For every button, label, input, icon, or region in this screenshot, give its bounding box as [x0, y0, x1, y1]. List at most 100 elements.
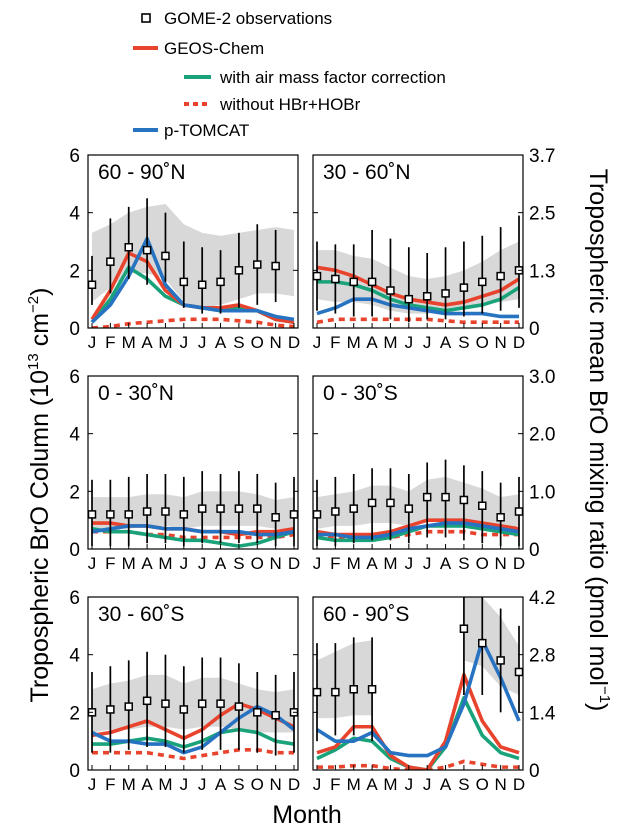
x-tick-label: A — [141, 333, 153, 352]
x-tick-label: O — [476, 775, 489, 794]
panel-plot-area — [313, 597, 523, 770]
x-tick-label: F — [105, 554, 115, 573]
x-tick-label: J — [405, 775, 414, 794]
x-tick-label: M — [158, 333, 172, 352]
panel-frame — [312, 375, 524, 550]
panel-title: 0 - 30˚N — [98, 382, 174, 405]
x-tick-label: M — [122, 333, 136, 352]
obs-point — [289, 510, 298, 519]
x-tick-label: S — [233, 333, 244, 352]
x-tick-label: J — [180, 333, 189, 352]
x-tick-label: A — [215, 333, 227, 352]
x-tick-label: J — [180, 775, 189, 794]
x-tick-label: S — [233, 554, 244, 573]
x-tick-label: D — [288, 775, 300, 794]
panel-title: 0 - 30˚S — [323, 382, 398, 405]
obs-point — [161, 251, 170, 261]
y-tick-label-left: 4 — [69, 204, 80, 225]
obs-point — [124, 702, 133, 711]
panel-2: 30 - 60˚N01.32.53.7J F M A M J J A S O N D — [312, 146, 555, 352]
x-tick-label: A — [366, 333, 378, 352]
obs-point — [514, 667, 523, 677]
y-tick-label-right: 1.4 — [529, 703, 556, 724]
obs-point — [271, 513, 280, 522]
obs-point — [216, 504, 225, 513]
range-band — [317, 476, 519, 529]
x-tick-label: O — [251, 333, 264, 352]
series-ptomcat-line — [90, 236, 295, 324]
obs-point — [234, 702, 244, 711]
x-tick-label: J — [423, 554, 432, 573]
y-tick-label-right: 0 — [529, 761, 540, 782]
obs-point — [422, 292, 432, 301]
obs-point — [496, 271, 505, 281]
x-tick-label: J — [88, 775, 97, 794]
y-tick-label-left: 2 — [69, 482, 80, 503]
obs-point — [422, 492, 432, 502]
y-tick-label-left: 6 — [69, 588, 80, 609]
series-no-hbr-line — [316, 317, 519, 325]
obs-point — [142, 696, 152, 706]
legend-geos-label: GEOS-Chem — [164, 39, 264, 58]
obs-point — [253, 708, 262, 717]
x-tick-label: S — [458, 554, 469, 573]
obs-point — [142, 507, 152, 516]
panel-frame — [87, 154, 299, 329]
series-no-hbr-line — [91, 317, 295, 328]
x-tick-label: M — [347, 333, 361, 352]
y-tick-label-right: 2.8 — [529, 646, 555, 667]
range-band — [92, 491, 294, 529]
x-tick-label: J — [88, 554, 97, 573]
legend-obs-marker — [141, 13, 151, 23]
obs-point — [216, 277, 225, 287]
x-tick-label: J — [180, 554, 189, 573]
y-tick-label-left: 2 — [69, 703, 80, 724]
x-tick-label: F — [330, 775, 340, 794]
x-tick-label: M — [158, 554, 172, 573]
obs-point — [197, 280, 207, 289]
y-tick-label-left: 2 — [69, 261, 80, 282]
x-tick-label: A — [366, 554, 378, 573]
obs-point — [142, 245, 152, 255]
x-tick-label: J — [423, 775, 432, 794]
obs-point — [216, 699, 225, 708]
y-tick-label-left: 6 — [69, 146, 80, 167]
x-tick-label: N — [494, 554, 506, 573]
obs-point — [459, 624, 469, 633]
x-tick-label: J — [313, 333, 322, 352]
obs-point — [367, 277, 377, 287]
x-tick-label: J — [313, 775, 322, 794]
y-tick-label-right: 3.0 — [529, 367, 555, 388]
panel-plot-area — [313, 215, 523, 325]
obs-point — [514, 507, 523, 516]
obs-point — [386, 286, 395, 295]
series-no-hbr-line — [92, 748, 294, 761]
obs-point — [478, 501, 487, 510]
y-tick-label-right: 1.0 — [529, 482, 555, 503]
y-tick-label-left: 6 — [69, 367, 80, 388]
x-tick-label: M — [158, 775, 172, 794]
obs-point — [404, 504, 414, 513]
x-tick-label: D — [288, 554, 300, 573]
x-tick-label: J — [405, 554, 414, 573]
obs-point — [106, 257, 115, 266]
x-axis-title: Month — [272, 801, 341, 829]
panel-plot-area — [313, 459, 523, 547]
obs-point — [234, 504, 244, 513]
y-tick-label-right: 1.3 — [529, 261, 555, 282]
obs-point — [124, 510, 133, 519]
obs-point — [253, 260, 262, 269]
obs-point — [367, 498, 377, 508]
legend-ptomcat-label: p-TOMCAT — [164, 121, 249, 140]
obs-point — [349, 277, 358, 287]
legend-obs-label: GOME-2 observations — [164, 9, 332, 28]
x-tick-label: D — [288, 333, 300, 352]
x-tick-label: S — [458, 775, 469, 794]
obs-point — [234, 266, 244, 275]
x-tick-label: N — [494, 775, 506, 794]
obs-point — [313, 510, 322, 519]
series-geos-chem-line — [316, 265, 520, 307]
x-tick-label: F — [330, 333, 340, 352]
x-tick-label: O — [476, 333, 489, 352]
